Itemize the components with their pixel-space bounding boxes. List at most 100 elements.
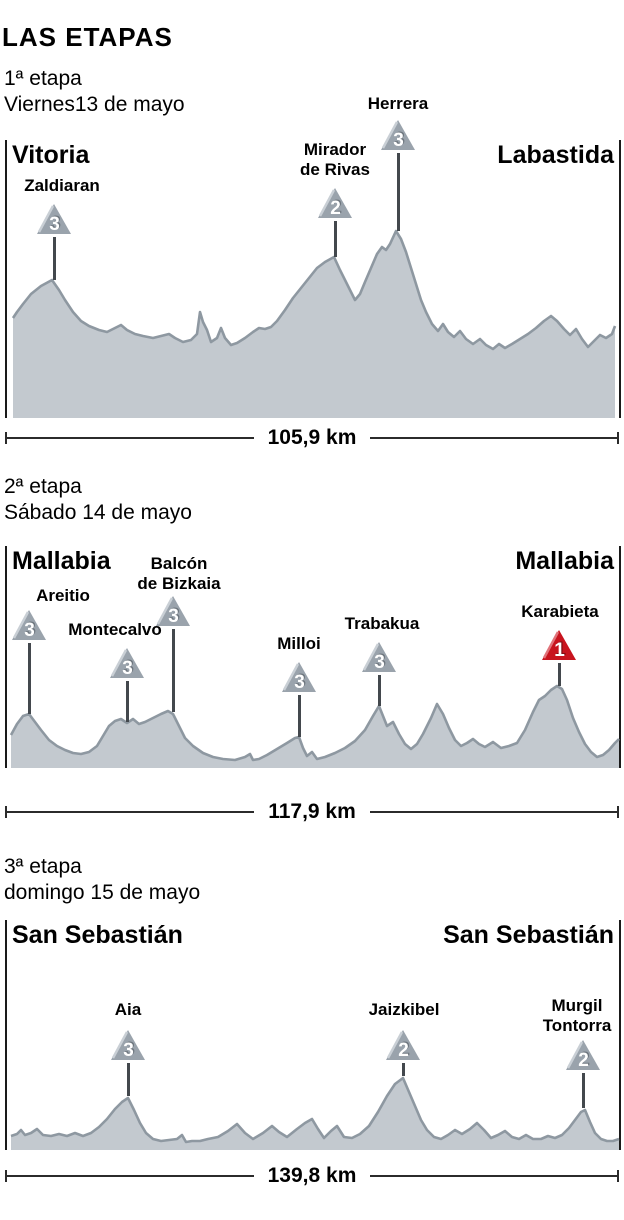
stage-3-distance: 139,8 km [267,1164,357,1187]
climb-category-2-triangle-icon: 22 [566,1040,600,1071]
stage-2-number: 2ª etapa [4,475,82,498]
stage-1-elevation-profile [11,229,617,418]
scale-right-tick [617,432,619,444]
climb-stem [377,675,381,706]
climb-category-3-triangle-icon: 33 [111,1030,145,1061]
svg-text:2: 2 [332,197,343,218]
stage-2-date: Sábado 14 de mayo [4,501,192,524]
svg-text:3: 3 [168,606,179,627]
stage-3-number: 3ª etapa [4,855,82,878]
stage-3-distance-scale: 139,8 km [5,1164,619,1188]
climb-category-3-triangle-icon: 33 [362,642,396,673]
stage-3-date: domingo 15 de mayo [4,881,201,904]
stage-3-end-city: San Sebastián [443,921,614,949]
climb-category-3-triangle-icon: 33 [12,610,46,641]
elevation-area [11,686,619,768]
svg-text:2: 2 [398,1040,409,1061]
svg-text:3: 3 [51,213,62,234]
scale-line [7,437,254,439]
stage-1-distance-scale: 105,9 km [5,426,619,450]
svg-text:2: 2 [580,1049,591,1070]
climb-stem [557,663,561,686]
climb-stem [125,681,129,722]
climb-category-2-triangle-icon: 22 [386,1030,420,1061]
stage-3-profile-chart: San Sebastián San Sebastián Aia 3 3 Jaizkib… [5,920,621,1150]
svg-text:3: 3 [26,619,37,640]
climb-category-3-triangle-icon: 33 [156,596,190,627]
stage-1-number: 1ª etapa [4,67,82,90]
elevation-outline [11,229,617,351]
climb-label: Trabakua [344,614,420,633]
stage-1-profile-chart: Vitoria Labastida Zaldiaran 3 3 Mirador de … [5,94,621,418]
stage-3-header: 3ª etapa domingo 15 de mayo [4,854,200,906]
climb-stem [297,695,301,737]
scale-left-tick [5,806,7,818]
svg-text:3: 3 [374,652,385,673]
svg-text:3: 3 [125,1039,136,1060]
climb-stem [52,237,56,280]
svg-text:3: 3 [296,671,307,692]
stage-2-header: 2ª etapa Sábado 14 de mayo [4,474,192,526]
elevation-outline [10,1076,620,1144]
svg-text:3: 3 [24,620,35,641]
climb-label: Herrera [367,94,429,113]
elevation-area [13,231,615,418]
svg-text:3: 3 [49,214,60,235]
stage-2-end-city: Mallabia [515,547,614,575]
climb-stem [171,629,175,712]
stage-1-date: Viernes13 de mayo [4,93,185,116]
climb-label: Montecalvo [68,620,162,639]
svg-text:2: 2 [578,1050,589,1071]
scale-line [370,437,617,439]
climb-stem [27,643,31,714]
climb-label: Murgil Tontorra [542,996,612,1035]
scale-line [7,1175,254,1177]
climb-category-3-triangle-icon: 33 [37,204,71,235]
elevation-area [11,1078,619,1150]
climb-category-1-triangle-icon: 11 [542,630,576,661]
scale-left-tick [5,1170,7,1182]
climb-label: Jaizkibel [368,1000,440,1019]
climb-label: Aia [114,1000,142,1019]
svg-text:3: 3 [294,672,305,693]
stage-2-elevation-profile [9,684,620,768]
scale-right-tick [617,1170,619,1182]
climb-stem [333,221,337,257]
climb-category-3-triangle-icon: 33 [381,120,415,151]
svg-text:1: 1 [556,639,567,660]
stage-2-profile-chart: Mallabia Mallabia Areitio 3 3 Montecalvo 3 3 B… [5,546,621,768]
climb-label: Balcón de Bizkaia [137,554,221,593]
svg-text:3: 3 [393,130,404,151]
stage-2-distance-scale: 117,9 km [5,800,619,824]
climb-label: Zaldiaran [24,176,100,195]
stage-3-elevation-profile [10,1076,620,1150]
climb-category-3-triangle-icon: 33 [110,648,144,679]
climb-label: Areitio [36,586,90,605]
svg-text:2: 2 [400,1039,411,1060]
climb-label: Milloi [277,634,321,653]
scale-right-tick [617,806,619,818]
page-title: LAS ETAPAS [2,22,173,52]
stage-1-distance: 105,9 km [267,426,357,449]
climb-stem [581,1073,585,1108]
stage-2-distance: 117,9 km [268,800,356,823]
climb-stem [396,153,400,231]
scale-line [370,1175,617,1177]
svg-text:2: 2 [330,198,341,219]
stage-1-end-city: Labastida [497,141,614,169]
climb-stem [401,1063,405,1076]
scale-line [7,811,255,813]
scale-left-tick [5,432,7,444]
svg-text:1: 1 [554,640,565,661]
scale-line [369,811,617,813]
svg-text:3: 3 [376,651,387,672]
climb-category-3-triangle-icon: 33 [282,662,316,693]
climb-stem [126,1063,130,1096]
stage-3-start-city: San Sebastián [12,921,183,949]
svg-text:3: 3 [395,129,406,150]
svg-text:3: 3 [170,605,181,626]
stage-1-header: 1ª etapa Viernes13 de mayo [4,66,185,118]
climb-category-2-triangle-icon: 22 [318,188,352,219]
stage-2-start-city: Mallabia [12,547,111,575]
climb-label: Karabieta [521,602,599,621]
